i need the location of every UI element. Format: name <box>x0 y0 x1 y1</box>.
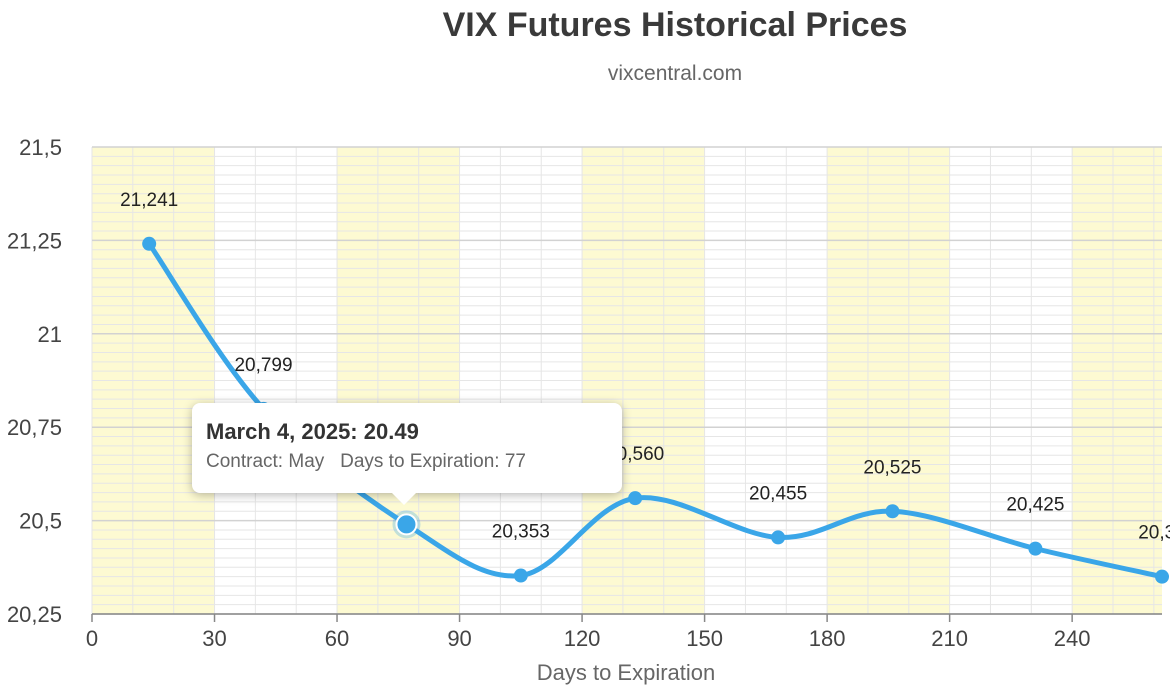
data-point <box>628 491 643 506</box>
data-label: 20,35 <box>1138 523 1170 544</box>
data-label: 20,353 <box>492 522 550 543</box>
x-tick-label: 180 <box>809 626 846 651</box>
x-tick-label: 210 <box>931 626 968 651</box>
data-point <box>771 530 786 545</box>
x-tick-label: 120 <box>564 626 601 651</box>
data-point <box>1028 541 1043 556</box>
tooltip-days: Days to Expiration: 77 <box>340 451 526 472</box>
x-tick-label: 90 <box>447 626 471 651</box>
data-label: 20,525 <box>863 457 921 478</box>
y-tick-label: 21,25 <box>7 228 62 253</box>
x-tick-label: 150 <box>686 626 723 651</box>
data-point <box>142 236 157 251</box>
tooltip-contract: Contract: May <box>206 451 325 472</box>
y-tick-label: 21 <box>38 322 62 347</box>
x-tick-label: 240 <box>1054 626 1091 651</box>
y-tick-label: 21,5 <box>19 135 62 160</box>
data-label: 20,455 <box>749 483 807 504</box>
data-point <box>885 504 900 519</box>
x-tick-label: 30 <box>202 626 226 651</box>
data-tooltip: March 4, 2025: 20.49 Contract: May Days … <box>192 403 622 505</box>
data-label: 20,425 <box>1006 495 1064 516</box>
y-tick-label: 20,25 <box>7 602 62 627</box>
chart-subtitle: vixcentral.com <box>607 62 743 85</box>
chart-title: VIX Futures Historical Prices <box>442 6 908 44</box>
x-axis-label: Days to Expiration <box>536 660 716 685</box>
data-label: 20,799 <box>234 355 292 376</box>
data-point <box>1155 569 1169 584</box>
y-tick-label: 20,5 <box>19 509 62 534</box>
tooltip-title: March 4, 2025: 20.49 <box>206 419 419 444</box>
tooltip-body: Contract: May Days to Expiration: 77 <box>206 451 608 473</box>
y-tick-label: 20,75 <box>7 415 62 440</box>
x-tick-label: 0 <box>86 626 98 651</box>
data-label: 21,241 <box>120 190 178 211</box>
data-point-highlighted <box>395 513 418 536</box>
data-point <box>513 568 528 583</box>
x-tick-label: 60 <box>325 626 349 651</box>
